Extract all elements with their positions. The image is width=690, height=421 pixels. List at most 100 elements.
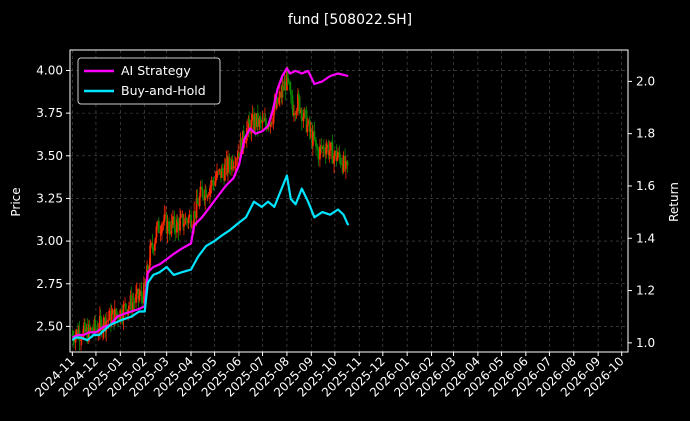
y-tick-label-right: 1.0: [636, 336, 655, 350]
candle-body: [122, 304, 125, 321]
candle-body: [190, 214, 192, 228]
candle-body: [317, 149, 320, 160]
candle-body: [199, 186, 202, 197]
candle-body: [291, 95, 294, 109]
candle-body: [195, 198, 198, 219]
candle-body: [173, 216, 176, 229]
candle-body: [148, 265, 151, 270]
candle-body: [287, 78, 290, 83]
candle-body: [154, 237, 157, 244]
y-tick-label-left: 3.25: [36, 191, 63, 205]
candle-body: [306, 124, 309, 132]
candle-body: [82, 328, 85, 339]
candle-body: [311, 131, 314, 146]
candle-body: [80, 339, 82, 341]
candle-body: [293, 113, 295, 116]
candle-body: [146, 265, 149, 270]
candle-body: [216, 170, 218, 178]
candle-body: [84, 322, 86, 332]
y-axis-right-label: Return: [667, 182, 681, 222]
y-axis-left-label: Price: [9, 187, 23, 216]
candle-body: [89, 327, 92, 330]
y-tick-label-left: 3.00: [36, 234, 63, 248]
candle-body: [344, 161, 347, 169]
candle-body: [305, 110, 308, 132]
candle-body: [107, 319, 110, 321]
candle-body: [73, 339, 75, 343]
candle-body: [142, 282, 145, 304]
candle-body: [94, 319, 97, 329]
candle-body: [124, 303, 127, 310]
y-tick-label-right: 1.8: [636, 127, 655, 141]
candle-body: [240, 139, 243, 154]
candle-body: [210, 180, 213, 186]
candle-body: [128, 305, 130, 310]
candle-body: [174, 228, 177, 233]
chart-title: fund [508022.SH]: [288, 12, 412, 28]
candle-body: [215, 177, 218, 181]
candle-body: [304, 109, 306, 111]
candle-body: [182, 214, 185, 227]
candle-body: [248, 118, 251, 124]
candle-body: [208, 188, 211, 196]
legend-label-ai-strategy: AI Strategy: [121, 63, 191, 78]
candle-body: [179, 217, 181, 231]
candle-body: [346, 161, 349, 166]
candle-body: [98, 315, 101, 331]
candle-body: [242, 130, 245, 144]
candle-body: [135, 288, 138, 295]
candle-body: [176, 219, 179, 222]
candle-body: [228, 157, 231, 166]
candle-body: [297, 93, 299, 112]
candle-body: [234, 159, 237, 167]
candle-body: [238, 152, 240, 157]
candle-body: [278, 91, 281, 98]
candle-body: [135, 294, 137, 303]
candle-body: [261, 119, 264, 124]
candle-body: [272, 112, 275, 124]
candle-body: [99, 315, 102, 320]
candle-body: [209, 185, 212, 189]
candle-body: [88, 324, 91, 330]
candle-body: [177, 221, 180, 231]
candle-body: [91, 327, 93, 332]
candle-body: [168, 231, 171, 235]
y-tick-label-left: 4.00: [36, 63, 63, 77]
candle-body: [201, 186, 203, 190]
candle-body: [163, 214, 166, 222]
candle-body: [172, 216, 174, 225]
candle-body: [144, 282, 147, 287]
candle-body: [151, 242, 154, 248]
candle-body: [137, 288, 140, 300]
candle-body: [326, 144, 328, 148]
candle-body: [138, 295, 141, 300]
candle-body: [212, 182, 215, 186]
candle-body: [309, 129, 312, 132]
candle-body: [102, 317, 105, 329]
candle-body: [342, 155, 345, 172]
legend: AI Strategy Buy-and-Hold: [77, 57, 221, 105]
candle-body: [152, 247, 155, 251]
candle-body: [316, 146, 319, 150]
candle-body: [157, 221, 160, 233]
y-tick-label-right: 1.4: [636, 231, 655, 245]
candle-body: [184, 218, 187, 225]
candle-body: [214, 180, 217, 186]
candle-body: [139, 290, 141, 296]
candle-body: [298, 96, 301, 113]
candle-body: [220, 167, 223, 178]
candle-body: [170, 220, 173, 235]
candle-body: [160, 232, 163, 234]
candle-body: [303, 109, 306, 117]
candle-body: [337, 152, 339, 158]
candle-body: [327, 144, 330, 156]
candle-body: [308, 120, 311, 132]
y-tick-label-left: 2.75: [36, 277, 63, 291]
candle-body: [271, 123, 273, 125]
candle-body: [289, 90, 292, 96]
candle-body: [201, 189, 204, 198]
candle-body: [205, 189, 207, 198]
candle-body: [106, 320, 108, 322]
candle-body: [259, 118, 262, 120]
candle-body: [289, 82, 291, 91]
